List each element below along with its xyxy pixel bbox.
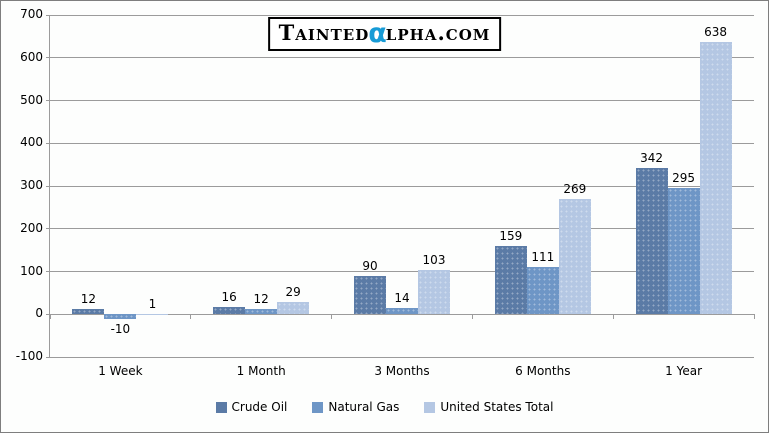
site-logo: Taintedαlpha.com	[267, 17, 502, 51]
gridline	[50, 14, 754, 16]
y-tick-label: 200	[20, 220, 43, 235]
bar-label: 103	[422, 253, 446, 268]
category-label: 3 Months	[374, 364, 430, 378]
legend-swatch	[312, 402, 324, 413]
bar-natural-gas	[104, 314, 137, 319]
gridline	[50, 228, 754, 230]
bar-label: 638	[704, 24, 728, 39]
y-axis-tick	[46, 228, 50, 230]
legend-swatch	[424, 402, 436, 413]
bar-label: 269	[563, 182, 587, 197]
bar-label: 12	[253, 292, 269, 307]
y-axis-tick	[46, 185, 50, 187]
category-label: 1 Year	[665, 364, 703, 378]
y-tick-label: 700	[20, 7, 43, 21]
y-tick-label: 400	[20, 135, 43, 150]
gridline	[50, 142, 754, 144]
x-axis-tick	[612, 314, 614, 320]
bar-label: 90	[362, 258, 378, 273]
y-axis-tick	[46, 142, 50, 144]
bar-label: 16	[221, 290, 237, 305]
bar-united-states-total	[277, 301, 310, 315]
bar-crude-oil	[494, 246, 527, 315]
bar-united-states-total	[558, 199, 591, 315]
logo-alpha-glyph: α	[368, 18, 387, 49]
bar-crude-oil	[354, 275, 386, 315]
y-axis-tick	[46, 100, 50, 101]
chart-legend: Crude Oil Natural Gas United States Total	[1, 398, 768, 416]
bar-label: 342	[640, 151, 664, 166]
bar-crude-oil	[213, 307, 246, 315]
bar-label: 1	[148, 296, 157, 311]
y-tick-label: 100	[20, 263, 43, 278]
legend-swatch	[215, 402, 227, 413]
x-axis-tick	[471, 314, 473, 320]
bar-label: 295	[672, 171, 696, 186]
logo-text-left: Tainted	[278, 20, 370, 45]
logo-text-right: lpha.com	[385, 20, 491, 45]
bar-crude-oil	[72, 309, 105, 315]
bar-natural-gas	[667, 188, 700, 315]
y-axis-tick	[46, 356, 50, 358]
y-tick-label: 600	[20, 49, 43, 64]
bar-natural-gas	[386, 308, 418, 315]
category-label: 1 Week	[98, 364, 143, 378]
y-axis-tick	[46, 14, 50, 16]
gridline	[50, 356, 754, 358]
gridline	[50, 313, 754, 315]
gridline	[50, 271, 754, 272]
category-label: 1 Month	[236, 364, 286, 378]
legend-label: Natural Gas	[328, 400, 400, 414]
bar-crude-oil	[635, 168, 668, 315]
y-tick-label: -100	[15, 349, 43, 363]
bar-natural-gas	[526, 266, 559, 315]
y-tick-label: 0	[35, 306, 43, 321]
category-label: 6 Months	[515, 364, 571, 378]
legend-item-united-states-total: United States Total	[424, 400, 553, 414]
y-axis-tick	[46, 57, 50, 59]
gridline	[50, 185, 754, 187]
y-tick-label: 500	[20, 92, 43, 107]
legend-item-crude-oil: Crude Oil	[215, 400, 288, 414]
bar-natural-gas	[245, 309, 278, 315]
bar-label: 159	[499, 229, 523, 244]
y-axis-tick	[46, 313, 50, 315]
x-axis-tick	[753, 314, 755, 320]
bar-united-states-total	[699, 41, 732, 315]
gridline	[50, 100, 754, 101]
bar-label: 12	[80, 292, 97, 307]
legend-label: United States Total	[440, 400, 554, 414]
y-axis-line	[49, 15, 50, 357]
bar-label: 111	[531, 249, 555, 264]
bar-label: 14	[394, 291, 410, 306]
bar-label: 29	[285, 284, 301, 299]
x-axis-tick	[49, 314, 51, 320]
legend-label: Crude Oil	[231, 400, 288, 414]
bar-united-states-total	[418, 270, 450, 315]
x-axis-tick	[331, 314, 333, 320]
x-axis-tick	[190, 314, 192, 320]
y-tick-label: 300	[20, 178, 43, 192]
legend-item-natural-gas: Natural Gas	[312, 400, 399, 414]
gridline	[50, 57, 754, 59]
y-axis-tick	[46, 271, 50, 272]
bar-label: -10	[110, 321, 131, 336]
